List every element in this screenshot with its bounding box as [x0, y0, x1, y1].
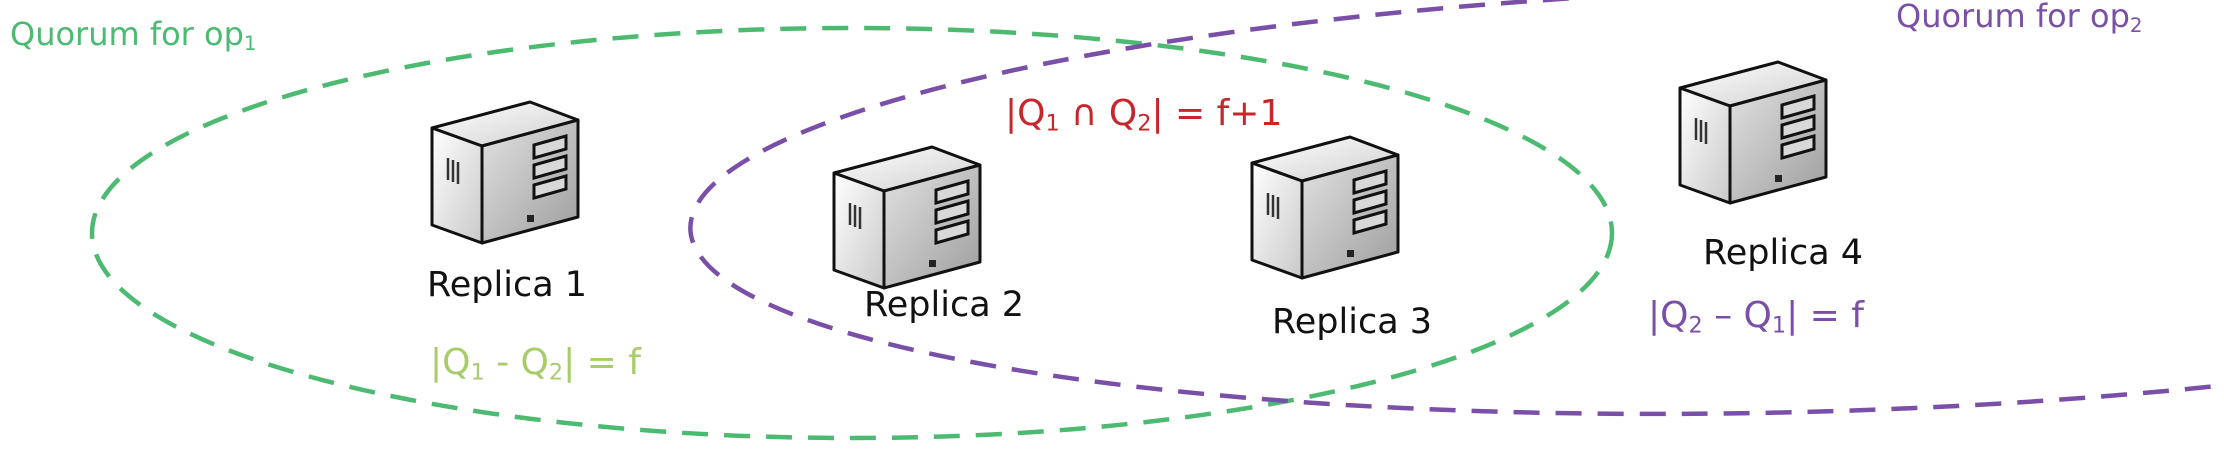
- quorum-op1-label: Quorum for op1: [10, 15, 257, 55]
- replica-2-label: Replica 2: [864, 285, 1025, 325]
- quorum-op1-ellipse: [89, 25, 1615, 441]
- quorum-op2-ellipse: [688, 0, 2224, 417]
- replica-4-server-icon: [1678, 60, 1828, 205]
- replica-1-server-icon: [430, 100, 580, 245]
- intersection-formula: |Q1 ∩ Q2| = f+1: [1005, 93, 1283, 137]
- quorum-op2-label: Quorum for op2: [1896, 0, 2143, 37]
- q1-minus-q2-formula: |Q1 - Q2| = f: [430, 342, 641, 386]
- replica-2-server-icon: [832, 145, 982, 290]
- replica-4-label: Replica 4: [1703, 233, 1864, 273]
- replica-3-label: Replica 3: [1272, 302, 1433, 342]
- q2-minus-q1-formula: |Q2 – Q1| = f: [1648, 295, 1864, 339]
- replica-1-label: Replica 1: [427, 265, 588, 305]
- replica-3-server-icon: [1250, 135, 1400, 280]
